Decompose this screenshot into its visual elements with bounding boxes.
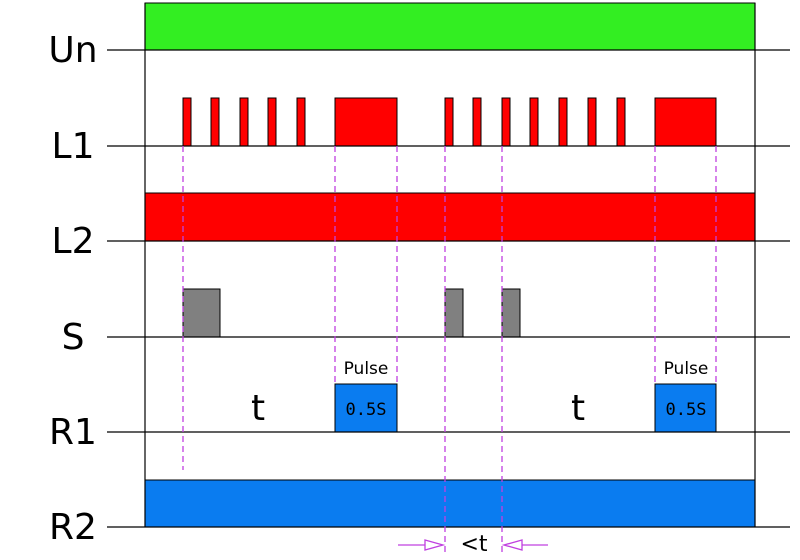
guide-lines — [182, 146, 717, 552]
row-label: L2 — [52, 221, 95, 262]
row-label: L1 — [52, 126, 95, 167]
un-signal — [144, 2, 756, 51]
row-label: R2 — [49, 507, 97, 548]
pulse-duration: 0.5S — [666, 400, 707, 420]
pulse-label: Pulse — [664, 359, 709, 379]
gap-label: <t — [460, 532, 487, 557]
delay-label: t — [571, 388, 585, 429]
l1-signal — [182, 97, 717, 147]
r1-signal — [334, 383, 717, 433]
row-label: S — [62, 317, 85, 358]
pulse-label: Pulse — [344, 359, 389, 379]
l2-signal — [144, 192, 756, 242]
row-label: Un — [48, 30, 97, 71]
delay-label: t — [251, 388, 265, 429]
r2-signal — [144, 479, 756, 528]
gap-arrows — [398, 539, 548, 551]
s-signal — [182, 288, 521, 338]
row-label: R1 — [49, 412, 97, 453]
pulse-duration: 0.5S — [346, 400, 387, 420]
frame — [107, 3, 790, 528]
